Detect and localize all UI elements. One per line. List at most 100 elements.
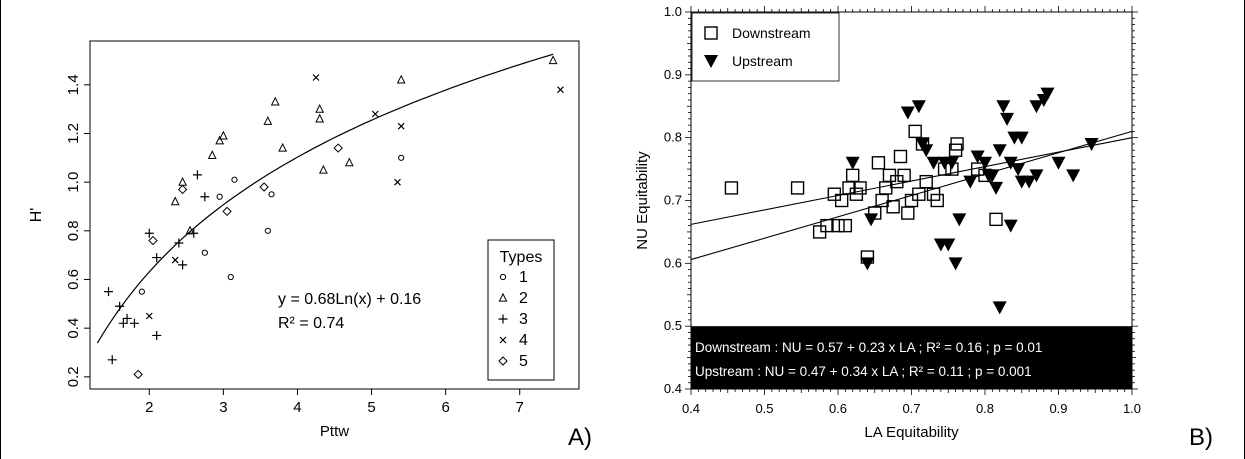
regression-line-upstream: [690, 130, 1133, 261]
y-axis-label: H': [28, 208, 45, 223]
legend-label-downstream: Downstream: [732, 25, 811, 41]
data-point-upstream: [1066, 169, 1081, 183]
y-tick-label: 0.7: [664, 193, 682, 208]
data-point-upstream: [1003, 219, 1018, 233]
data-point-upstream: [952, 213, 967, 227]
legend-label-type-3: 3: [519, 311, 528, 328]
data-point-type-1: [231, 176, 238, 183]
y-tick-label: 0.6: [65, 269, 82, 290]
legend-label-type-4: 4: [519, 332, 528, 349]
x-tick-label: 1.0: [1123, 401, 1141, 416]
data-point-downstream: [790, 181, 805, 195]
data-point-type-2: [170, 196, 180, 206]
data-point-type-1: [398, 154, 405, 161]
data-point-type-2: [318, 164, 328, 174]
data-point-type-5: [133, 369, 143, 380]
data-point-downstream: [853, 181, 867, 195]
data-point-upstream: [1040, 87, 1055, 101]
data-point-downstream: [912, 187, 926, 201]
equation-text-upstream: Upstream : NU = 0.47 + 0.34 x LA ; R² = …: [695, 364, 1032, 379]
data-point-type-2: [218, 130, 228, 140]
data-point-type-4: [312, 74, 320, 81]
data-point-type-5: [177, 184, 188, 195]
data-point-type-3: [104, 287, 114, 297]
equation-text: y = 0.68Ln(x) + 0.16: [278, 291, 421, 308]
data-point-upstream: [989, 181, 1004, 195]
data-point-downstream: [879, 181, 893, 195]
legend-label-type-1: 1: [519, 269, 528, 286]
legend-marker-type-5: [498, 356, 508, 366]
x-tick-label: 4: [293, 399, 301, 416]
trendline: [96, 53, 554, 344]
y-tick-label: 0.2: [65, 366, 82, 387]
legend-marker-type-4: [499, 336, 507, 344]
data-point-downstream: [834, 193, 849, 208]
y-tick-label: 0.5: [664, 318, 682, 333]
data-point-type-3: [122, 313, 132, 323]
data-point-upstream: [1011, 163, 1026, 177]
legend-marker-type-2: [498, 292, 508, 302]
x-tick-label: 0.6: [829, 401, 847, 416]
legend-box: [691, 12, 840, 82]
y-tick-label: 0.6: [664, 255, 682, 270]
data-point-upstream: [944, 156, 959, 170]
data-point-upstream: [992, 144, 1007, 158]
data-point-type-3: [118, 318, 128, 328]
data-point-type-2: [278, 142, 288, 152]
data-point-type-3: [107, 355, 117, 365]
data-point-type-5: [259, 182, 269, 192]
data-point-downstream: [930, 193, 944, 208]
data-point-type-4: [397, 122, 405, 130]
data-point-upstream: [864, 213, 879, 227]
data-point-downstream: [950, 137, 964, 151]
data-point-upstream: [860, 257, 875, 271]
data-point-downstream: [908, 124, 922, 139]
y-tick-label: 0.9: [664, 67, 682, 82]
y-tick-label: 1.0: [664, 4, 682, 19]
data-point-type-4: [171, 256, 179, 264]
x-tick-label: 0.4: [682, 401, 700, 416]
y-tick-label: 0.4: [65, 318, 82, 339]
data-point-type-2: [344, 157, 354, 167]
data-point-type-2: [178, 176, 188, 186]
data-point-type-2: [548, 55, 558, 65]
legend-label-upstream: Upstream: [732, 53, 793, 69]
data-point-type-2: [315, 113, 325, 123]
data-point-downstream: [919, 174, 933, 189]
data-point-type-4: [371, 110, 379, 118]
data-point-type-3: [152, 253, 162, 263]
data-point-downstream: [886, 200, 900, 214]
data-point-downstream: [897, 168, 911, 183]
legend-label-type-5: 5: [519, 353, 528, 370]
data-point-type-3: [115, 301, 125, 311]
data-point-type-5: [333, 143, 343, 153]
x-tick-label: 7: [516, 399, 524, 416]
data-point-type-2: [270, 96, 280, 106]
data-point-upstream: [985, 169, 1000, 183]
data-point-type-1: [264, 227, 271, 234]
x-tick-label: 0.8: [976, 401, 994, 416]
data-point-type-1: [216, 193, 223, 200]
data-point-upstream: [941, 238, 956, 252]
data-point-type-5: [148, 235, 158, 246]
chart-b: Downstream : NU = 0.57 + 0.23 x LA ; R² …: [634, 4, 1141, 441]
legend-marker-upstream: [704, 55, 718, 68]
r-squared-text: R² = 0.74: [278, 315, 344, 332]
data-point-type-3: [152, 330, 162, 340]
equation-text-downstream: Downstream : NU = 0.57 + 0.23 x LA ; R² …: [695, 340, 1042, 355]
x-tick-label: 5: [367, 399, 375, 416]
plot-frame: [690, 11, 1133, 390]
data-point-downstream: [901, 206, 915, 220]
x-tick-label: 3: [219, 399, 227, 416]
x-tick-label: 0.7: [902, 401, 920, 416]
data-point-downstream: [845, 168, 860, 183]
data-point-upstream: [963, 175, 978, 189]
data-point-downstream: [989, 212, 1003, 227]
data-point-type-2: [315, 103, 325, 113]
data-point-type-4: [145, 312, 153, 320]
data-point-type-3: [189, 228, 199, 238]
data-point-upstream: [996, 100, 1011, 114]
data-point-type-1: [201, 249, 208, 256]
data-point-type-3: [129, 318, 139, 328]
